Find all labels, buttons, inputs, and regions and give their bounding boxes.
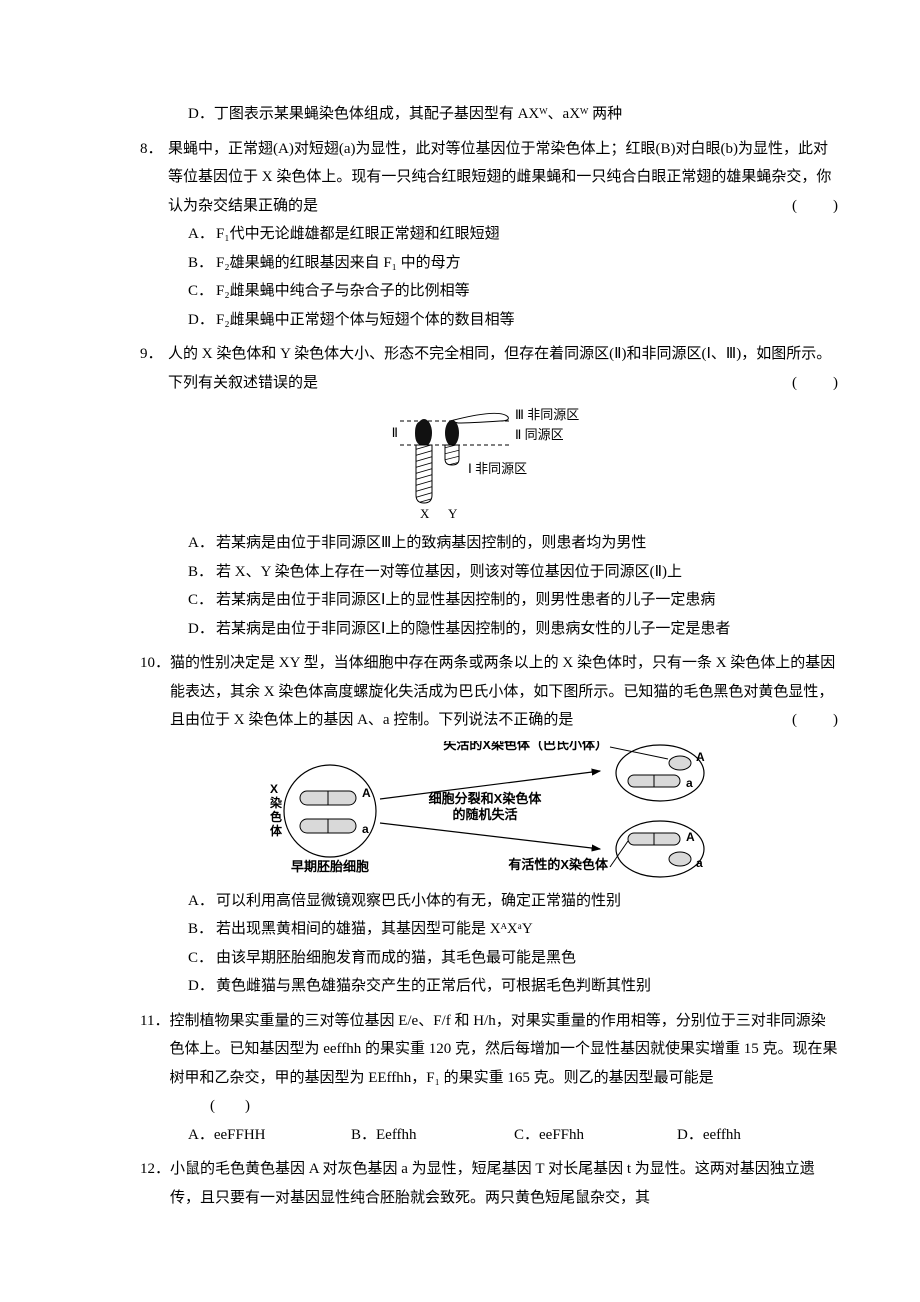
allele-label: a xyxy=(696,856,703,870)
label-Y: Y xyxy=(448,506,458,521)
answer-blank: ( ) xyxy=(792,369,840,398)
allele-label: A xyxy=(696,750,705,764)
option-label: D． xyxy=(188,306,216,335)
allele-label: A xyxy=(686,830,695,844)
question-number: 8． xyxy=(140,135,168,164)
options-horizontal: A．eeFFHH B．Eeffhh C．eeFFhh D．eeffhh xyxy=(140,1121,840,1150)
label-III: Ⅲ 非同源区 xyxy=(515,407,579,422)
question-9: 9． 人的 X 染色体和 Y 染色体大小、形态不完全相同，但存在着同源区(Ⅱ)和… xyxy=(140,340,840,643)
label-inactive: 失活的X染色体（巴氏小体） xyxy=(443,741,608,752)
label-active: 有活性的X染色体 xyxy=(508,857,609,872)
question-stem: 猫的性别决定是 XY 型，当体细胞中存在两条或两条以上的 X 染色体时，只有一条… xyxy=(170,649,840,735)
option-text: 由该早期胚胎细胞发育而成的猫，其毛色最可能是黑色 xyxy=(216,944,576,973)
answer-blank: ( ) xyxy=(792,192,840,221)
label-early: 早期胚胎细胞 xyxy=(291,859,369,874)
label-mid2: 的随机失活 xyxy=(452,807,517,822)
stem-text: 果蝇中，正常翅(A)对短翅(a)为显性，此对等位基因位于常染色体上；红眼(B)对… xyxy=(168,141,831,214)
stem-text: 猫的性别决定是 XY 型，当体细胞中存在两条或两条以上的 X 染色体时，只有一条… xyxy=(170,655,835,728)
answer-blank: ( ) xyxy=(792,706,840,735)
stem-text: 控制植物果实重量的三对等位基因 E/e、F/f 和 H/h，对果实重量的作用相等… xyxy=(169,1013,837,1086)
option-text: 若某病是由位于非同源区Ⅰ上的显性基因控制的，则男性患者的儿子一定患病 xyxy=(216,586,715,615)
option-text: F₁代中无论雌雄都是红眼正常翅和红眼短翅 xyxy=(216,220,500,249)
question-stem: 果蝇中，正常翅(A)对短翅(a)为显性，此对等位基因位于常染色体上；红眼(B)对… xyxy=(168,135,840,221)
prev-question-option-d: D．丁图表示某果蝇染色体组成，其配子基因型有 AXᵂ、aXᵂ 两种 xyxy=(140,100,840,129)
option-text: F₂雄果蝇的红眼基因来自 F₁ 中的母方 xyxy=(216,249,461,278)
label-x-side: X xyxy=(270,782,278,796)
option-label: B． xyxy=(188,249,216,278)
question-10: 10． 猫的性别决定是 XY 型，当体细胞中存在两条或两条以上的 X 染色体时，… xyxy=(140,649,840,1001)
option-label: D． xyxy=(188,972,216,1001)
question-number: 9． xyxy=(140,340,168,369)
option-text: 若出现黑黄相间的雄猫，其基因型可能是 XᴬXᵃY xyxy=(216,915,533,944)
allele-label: a xyxy=(362,822,369,836)
options: A．若某病是由位于非同源区Ⅲ上的致病基因控制的，则患者均为男性 B．若 X、Y … xyxy=(140,529,840,643)
svg-text:染: 染 xyxy=(269,795,283,810)
answer-blank: ( ) xyxy=(210,1098,250,1114)
question-12: 12． 小鼠的毛色黄色基因 A 对灰色基因 a 为显性，短尾基因 T 对长尾基因… xyxy=(140,1155,840,1212)
page: D．丁图表示某果蝇染色体组成，其配子基因型有 AXᵂ、aXᵂ 两种 8． 果蝇中… xyxy=(0,0,920,1278)
stem-text: 人的 X 染色体和 Y 染色体大小、形态不完全相同，但存在着同源区(Ⅱ)和非同源… xyxy=(168,346,831,391)
allele-label: A xyxy=(362,786,371,800)
option-label: C． xyxy=(188,944,216,973)
option-label: B． xyxy=(188,558,216,587)
option-text: D．丁图表示某果蝇染色体组成，其配子基因型有 AXᵂ、aXᵂ 两种 xyxy=(188,106,622,122)
option-text: 黄色雌猫与黑色雄猫杂交产生的正常后代，可根据毛色判断其性别 xyxy=(216,972,651,1001)
label-I: Ⅰ 非同源区 xyxy=(468,461,527,476)
option-text: 可以利用高倍显微镜观察巴氏小体的有无，确定正常猫的性别 xyxy=(216,887,621,916)
figure-xy-chromosome: Ⅱ Ⅲ 非同源区 Ⅱ 同源区 Ⅰ 非同源区 X Y xyxy=(140,403,840,523)
allele-label: a xyxy=(686,776,693,790)
label-mid1: 细胞分裂和X染色体 xyxy=(429,791,543,806)
option-text: A．eeFFHH xyxy=(188,1121,351,1150)
question-stem: 人的 X 染色体和 Y 染色体大小、形态不完全相同，但存在着同源区(Ⅱ)和非同源… xyxy=(168,340,840,397)
question-stem: 控制植物果实重量的三对等位基因 E/e、F/f 和 H/h，对果实重量的作用相等… xyxy=(169,1007,840,1093)
label-X: X xyxy=(420,506,430,521)
stem-text: 小鼠的毛色黄色基因 A 对灰色基因 a 为显性，短尾基因 T 对长尾基因 t 为… xyxy=(170,1161,815,1206)
label-II-left: Ⅱ xyxy=(392,425,398,440)
svg-text:体: 体 xyxy=(270,823,283,838)
option-label: D． xyxy=(188,615,216,644)
option-text: C．eeFFhh xyxy=(514,1121,677,1150)
option-text: 若某病是由位于非同源区Ⅲ上的致病基因控制的，则患者均为男性 xyxy=(216,529,646,558)
option-label: A． xyxy=(188,220,216,249)
option-label: A． xyxy=(188,529,216,558)
question-number: 11． xyxy=(140,1007,169,1036)
option-text: D．eeffhh xyxy=(677,1121,840,1150)
question-number: 12． xyxy=(140,1155,170,1184)
option-text: B．Eeffhh xyxy=(351,1121,514,1150)
label-II: Ⅱ 同源区 xyxy=(515,427,564,442)
option-label: B． xyxy=(188,915,216,944)
option-label: A． xyxy=(188,887,216,916)
option-text: 若 X、Y 染色体上存在一对等位基因，则该对等位基因位于同源区(Ⅱ)上 xyxy=(216,558,682,587)
option-text: F₂雌果蝇中正常翅个体与短翅个体的数目相等 xyxy=(216,306,515,335)
option-label: C． xyxy=(188,586,216,615)
figure-barr-body: A a X 染 色 体 早期胚胎细胞 细胞分裂和X染色体 的随机失活 xyxy=(140,741,840,881)
options: A．可以利用高倍显微镜观察巴氏小体的有无，确定正常猫的性别 B．若出现黑黄相间的… xyxy=(140,887,840,1001)
question-8: 8． 果蝇中，正常翅(A)对短翅(a)为显性，此对等位基因位于常染色体上；红眼(… xyxy=(140,135,840,335)
svg-text:色: 色 xyxy=(270,809,282,824)
question-number: 10． xyxy=(140,649,170,678)
option-label: C． xyxy=(188,277,216,306)
question-11: 11． 控制植物果实重量的三对等位基因 E/e、F/f 和 H/h，对果实重量的… xyxy=(140,1007,840,1150)
option-text: F₂雌果蝇中纯合子与杂合子的比例相等 xyxy=(216,277,470,306)
options: A．F₁代中无论雌雄都是红眼正常翅和红眼短翅 B．F₂雄果蝇的红眼基因来自 F₁… xyxy=(140,220,840,334)
option-text: 若某病是由位于非同源区Ⅰ上的隐性基因控制的，则患病女性的儿子一定是患者 xyxy=(216,615,730,644)
question-stem: 小鼠的毛色黄色基因 A 对灰色基因 a 为显性，短尾基因 T 对长尾基因 t 为… xyxy=(170,1155,840,1212)
